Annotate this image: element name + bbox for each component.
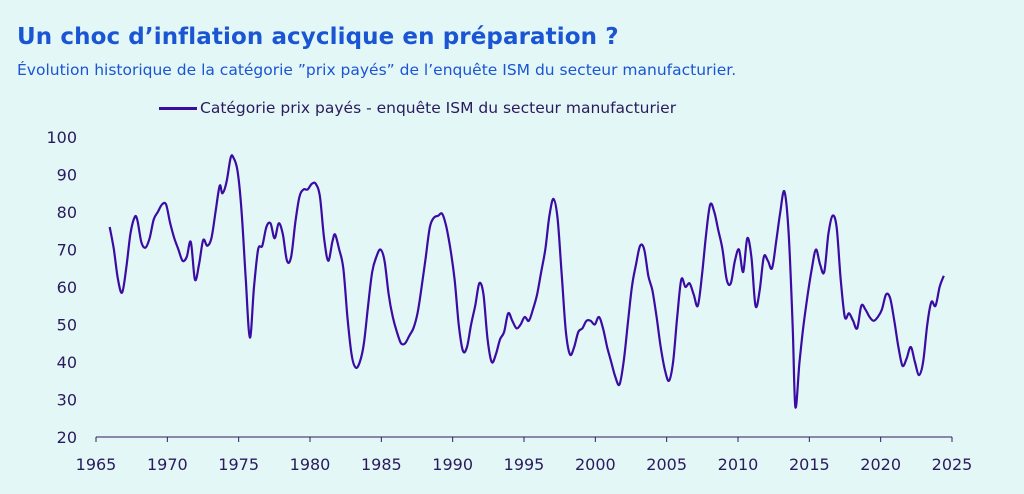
- x-tick-label: 1980: [290, 455, 331, 474]
- x-tick-label: 1975: [218, 455, 259, 474]
- x-axis: 1965 1970 1975 1980 1985 1990 1995 2000 2005 2010…: [76, 437, 973, 474]
- x-tick-label: 1995: [504, 455, 545, 474]
- legend: Catégorie prix payés - enquête ISM du se…: [159, 99, 676, 117]
- legend-line-swatch: [159, 106, 197, 110]
- y-tick-label: 90: [57, 166, 77, 185]
- x-tick-label: 1970: [147, 455, 188, 474]
- x-tick-label: 1985: [361, 455, 402, 474]
- x-tick-label: 2020: [860, 455, 901, 474]
- chart-title: Un choc d’inflation acyclique en prépara…: [17, 24, 619, 50]
- y-tick-label: 100: [46, 128, 77, 147]
- series-group: [108, 154, 945, 409]
- x-tick-label: 2010: [718, 455, 759, 474]
- y-tick-label: 50: [57, 316, 77, 335]
- x-tick-label: 2005: [646, 455, 687, 474]
- chart-subtitle: Évolution historique de la catégorie ”pr…: [17, 61, 737, 79]
- x-tick-label: 2025: [932, 455, 973, 474]
- y-tick-label: 60: [57, 278, 77, 297]
- x-tick-label: 1990: [432, 455, 473, 474]
- y-tick-label: 30: [57, 391, 77, 410]
- y-tick-label: 70: [57, 241, 77, 260]
- x-tick-label: 2015: [789, 455, 830, 474]
- series-line-prix-payes: [108, 154, 945, 409]
- legend-label: Catégorie prix payés - enquête ISM du se…: [200, 99, 677, 117]
- x-tick-label: 2000: [575, 455, 616, 474]
- y-tick-label: 20: [57, 428, 77, 447]
- y-tick-label: 80: [57, 203, 77, 222]
- x-tick-label: 1965: [76, 455, 117, 474]
- y-tick-label: 40: [57, 353, 77, 372]
- y-axis: 20 30 40 50 60 70 80 90 100: [46, 128, 77, 447]
